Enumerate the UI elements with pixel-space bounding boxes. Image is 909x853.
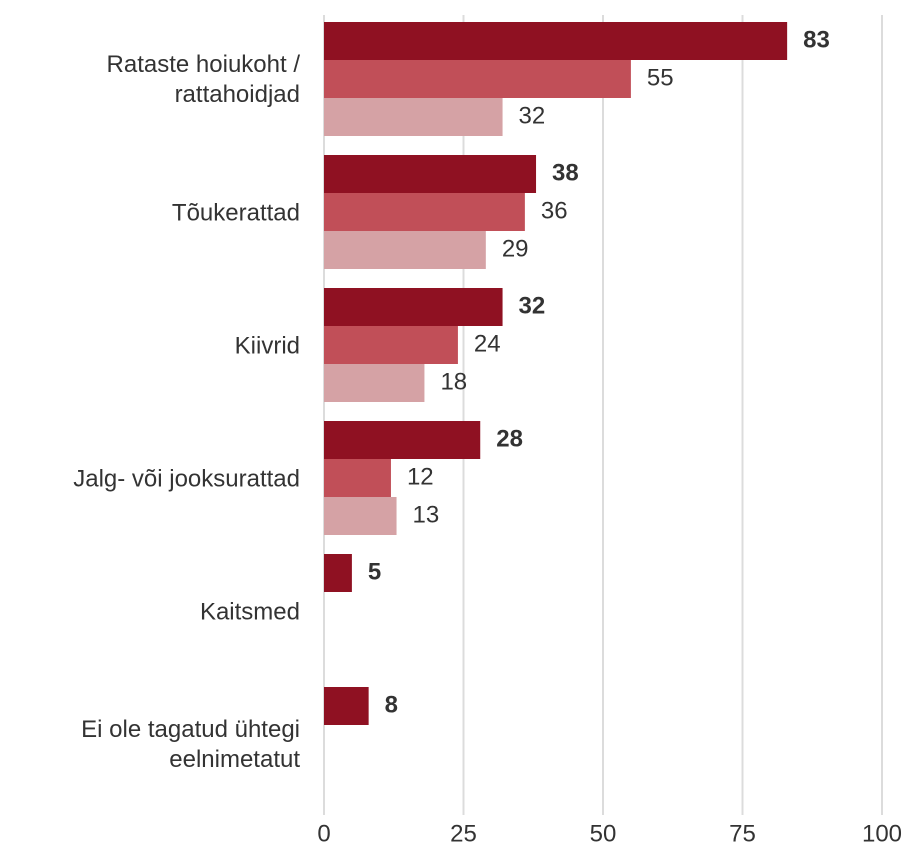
value-label: 8 (385, 691, 398, 718)
value-label: 55 (647, 64, 674, 91)
category-label: Kaitsmed (200, 598, 300, 625)
x-tick-label: 0 (317, 820, 330, 847)
bar (324, 155, 537, 193)
x-tick-label: 75 (729, 820, 756, 847)
x-tick-label: 25 (450, 820, 477, 847)
value-label: 24 (474, 330, 501, 357)
bar (324, 288, 503, 326)
x-tick-label: 50 (590, 820, 617, 847)
category-label: Jalg- või jooksurattad (73, 465, 300, 492)
value-label: 5 (368, 558, 381, 585)
x-tick-label: 100 (862, 820, 902, 847)
bar (324, 554, 352, 592)
bar (324, 326, 458, 364)
bar (324, 98, 503, 136)
category-label: Rataste hoiukoht / rattahoidjad (107, 51, 301, 108)
value-label: 29 (502, 235, 529, 262)
value-label: 28 (496, 425, 523, 452)
bar (324, 459, 391, 497)
bar (324, 231, 486, 269)
value-label: 36 (541, 197, 568, 224)
value-label: 13 (413, 501, 440, 528)
category-label: Tõukerattad (172, 199, 300, 226)
value-label: 38 (552, 159, 579, 186)
bar (324, 193, 525, 231)
bar (324, 687, 369, 725)
value-label: 32 (519, 102, 546, 129)
bar (324, 364, 425, 402)
value-label: 32 (519, 292, 546, 319)
category-label: Ei ole tagatud ühtegi eelnimetatut (81, 716, 300, 773)
bar (324, 421, 481, 459)
value-label: 18 (440, 368, 467, 395)
value-label: 12 (407, 463, 434, 490)
value-label: 83 (803, 26, 830, 53)
bar (324, 497, 397, 535)
category-label: Kiivrid (235, 332, 300, 359)
bar (324, 60, 631, 98)
bar (324, 22, 788, 60)
